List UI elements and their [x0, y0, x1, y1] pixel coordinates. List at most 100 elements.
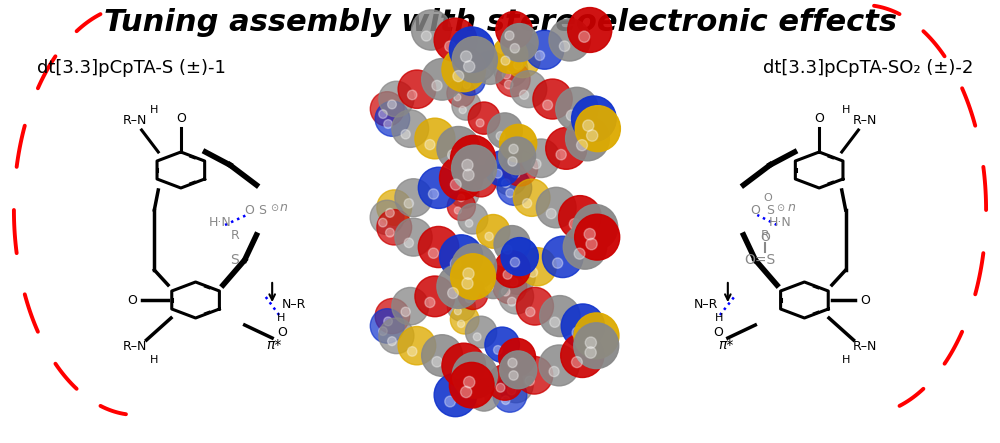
- Circle shape: [450, 179, 461, 190]
- Circle shape: [398, 326, 436, 365]
- Circle shape: [425, 297, 435, 307]
- Circle shape: [395, 179, 432, 217]
- Circle shape: [454, 93, 461, 101]
- Circle shape: [553, 258, 563, 268]
- Circle shape: [533, 79, 572, 119]
- Circle shape: [494, 346, 502, 354]
- Text: H: H: [150, 105, 159, 115]
- Circle shape: [566, 116, 609, 161]
- Circle shape: [442, 47, 486, 92]
- Circle shape: [464, 61, 475, 72]
- Text: R: R: [761, 229, 770, 241]
- Text: n: n: [280, 201, 288, 214]
- Circle shape: [453, 70, 464, 82]
- Circle shape: [379, 327, 387, 335]
- Circle shape: [501, 288, 510, 296]
- Circle shape: [465, 220, 473, 227]
- Circle shape: [540, 295, 580, 337]
- Circle shape: [432, 80, 442, 91]
- Circle shape: [482, 69, 490, 77]
- Circle shape: [549, 366, 559, 377]
- Circle shape: [494, 52, 528, 87]
- Circle shape: [411, 10, 451, 50]
- Circle shape: [510, 257, 520, 267]
- Circle shape: [572, 96, 616, 141]
- Text: H: H: [841, 355, 850, 365]
- Circle shape: [447, 292, 475, 321]
- Circle shape: [496, 383, 505, 392]
- Circle shape: [496, 12, 532, 49]
- Circle shape: [418, 167, 459, 209]
- Circle shape: [499, 338, 536, 376]
- Circle shape: [477, 214, 510, 248]
- Circle shape: [500, 259, 535, 295]
- Circle shape: [556, 87, 598, 131]
- Circle shape: [415, 276, 455, 317]
- Text: R–N: R–N: [853, 113, 877, 127]
- Circle shape: [442, 343, 486, 388]
- Circle shape: [375, 101, 410, 136]
- Text: O: O: [764, 193, 772, 203]
- Text: S: S: [230, 253, 239, 267]
- Circle shape: [447, 79, 475, 107]
- Circle shape: [505, 31, 514, 40]
- Circle shape: [418, 226, 459, 268]
- Circle shape: [458, 279, 488, 310]
- Circle shape: [465, 316, 497, 348]
- Circle shape: [452, 145, 497, 191]
- Circle shape: [516, 357, 553, 394]
- Circle shape: [468, 102, 500, 134]
- Circle shape: [451, 254, 495, 299]
- Circle shape: [377, 210, 412, 245]
- Circle shape: [485, 327, 519, 362]
- Circle shape: [452, 352, 497, 398]
- Circle shape: [494, 225, 530, 262]
- Circle shape: [422, 335, 463, 377]
- Circle shape: [379, 218, 387, 227]
- Text: O: O: [814, 112, 824, 124]
- Circle shape: [404, 198, 414, 208]
- Circle shape: [415, 118, 455, 159]
- Circle shape: [569, 218, 580, 229]
- Circle shape: [476, 119, 484, 127]
- Circle shape: [451, 136, 495, 181]
- Text: N–R: N–R: [694, 299, 718, 311]
- Circle shape: [458, 194, 465, 202]
- Circle shape: [546, 128, 587, 169]
- Circle shape: [501, 23, 538, 62]
- Circle shape: [525, 376, 534, 386]
- Circle shape: [516, 288, 553, 325]
- Circle shape: [492, 37, 528, 74]
- Circle shape: [432, 357, 442, 367]
- Circle shape: [526, 307, 535, 317]
- Circle shape: [497, 170, 532, 206]
- Text: O: O: [750, 203, 760, 217]
- Circle shape: [493, 269, 527, 304]
- Circle shape: [542, 236, 583, 278]
- Circle shape: [503, 245, 512, 254]
- Circle shape: [511, 169, 520, 178]
- Text: ⊙: ⊙: [270, 203, 278, 213]
- Circle shape: [379, 81, 414, 117]
- Text: R–N: R–N: [123, 113, 147, 127]
- Circle shape: [428, 248, 439, 258]
- Circle shape: [499, 368, 533, 403]
- Circle shape: [568, 8, 612, 52]
- Circle shape: [577, 140, 587, 151]
- Circle shape: [583, 120, 594, 131]
- Circle shape: [370, 92, 404, 126]
- Circle shape: [459, 106, 466, 113]
- Circle shape: [585, 337, 596, 348]
- Circle shape: [445, 396, 455, 407]
- Circle shape: [566, 110, 577, 121]
- Circle shape: [421, 31, 431, 41]
- Circle shape: [392, 110, 429, 148]
- Circle shape: [463, 81, 470, 89]
- Circle shape: [493, 378, 527, 412]
- Circle shape: [447, 192, 475, 221]
- Text: O: O: [713, 326, 723, 338]
- Circle shape: [450, 305, 479, 334]
- Circle shape: [546, 209, 556, 219]
- Text: R: R: [230, 229, 239, 241]
- Circle shape: [502, 70, 511, 79]
